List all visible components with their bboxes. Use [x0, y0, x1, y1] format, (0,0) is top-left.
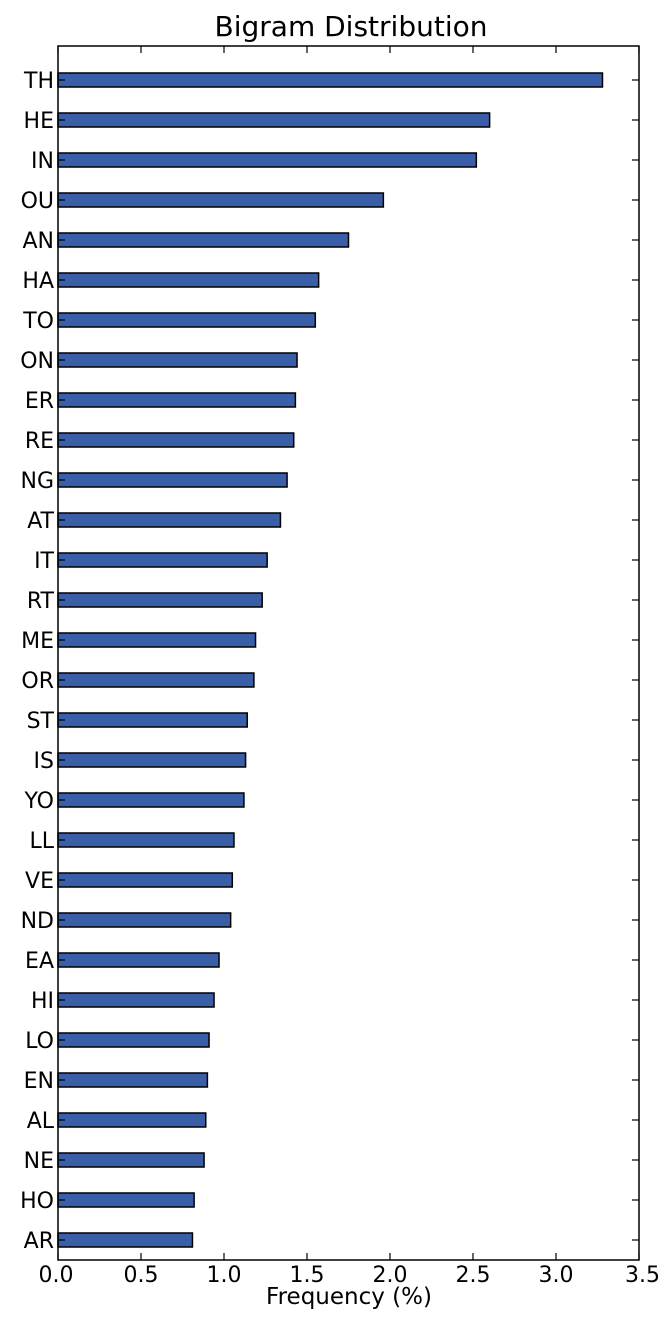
- y-tick-label: ST: [27, 709, 55, 734]
- x-tick-label: 0.5: [124, 1263, 159, 1288]
- y-tick-label: ND: [21, 909, 54, 934]
- bar-ng: [57, 472, 288, 488]
- y-tick-label: TO: [22, 309, 54, 334]
- plot-frame: [57, 45, 640, 1261]
- bar-or: [57, 672, 255, 688]
- bar-ho: [57, 1192, 195, 1208]
- y-tick-label: LL: [29, 829, 54, 854]
- y-tick-label: AR: [24, 1229, 54, 1254]
- bar-re: [57, 432, 295, 448]
- bar-he: [57, 112, 491, 128]
- y-tick-label: ER: [25, 389, 54, 414]
- bar-er: [57, 392, 297, 408]
- bar-yo: [57, 792, 245, 808]
- x-tick-label: 0.0: [39, 1263, 74, 1288]
- y-tick-label: NG: [20, 469, 54, 494]
- x-tick-label: 3.0: [539, 1263, 574, 1288]
- labels-layer: TH HE IN OU AN HA TO ON ER RE NG AT IT RT ME OR ST IS YO LL…: [20, 69, 660, 1288]
- y-tick-label: IN: [31, 149, 54, 174]
- y-tick-label: TH: [23, 69, 54, 94]
- bar-rt: [57, 592, 263, 608]
- bar-lo: [57, 1032, 210, 1048]
- y-tick-label: ON: [20, 349, 54, 374]
- x-tick-label: 2.5: [456, 1263, 491, 1288]
- bar-ea: [57, 952, 220, 968]
- bar-al: [57, 1112, 207, 1128]
- y-tick-label: AT: [27, 509, 54, 534]
- bar-ll: [57, 832, 235, 848]
- y-tick-label: IT: [34, 549, 54, 574]
- bar-ne: [57, 1152, 205, 1168]
- y-tick-label: HA: [22, 269, 54, 294]
- bar-en: [57, 1072, 209, 1088]
- bars-layer: [57, 72, 604, 1248]
- y-tick-label: AL: [27, 1109, 55, 1134]
- y-tick-label: EN: [24, 1069, 54, 1094]
- y-tick-label: YO: [23, 789, 54, 814]
- y-tick-label: RE: [25, 429, 54, 454]
- bar-on: [57, 352, 298, 368]
- y-tick-label: NE: [24, 1149, 54, 1174]
- bar-to: [57, 312, 317, 328]
- y-tick-label: OU: [21, 189, 54, 214]
- y-tick-label: HO: [20, 1189, 54, 1214]
- y-tick-label: LO: [25, 1029, 54, 1054]
- x-tick-label: 2.0: [373, 1263, 408, 1288]
- bar-it: [57, 552, 268, 568]
- y-tick-label: VE: [25, 869, 54, 894]
- y-tick-label: HI: [31, 989, 54, 1014]
- bar-at: [57, 512, 282, 528]
- bar-ar: [57, 1232, 194, 1248]
- y-tick-label: AN: [22, 229, 54, 254]
- bar-ve: [57, 872, 234, 888]
- bar-th: [57, 72, 604, 88]
- chart-title: Bigram Distribution: [215, 10, 488, 43]
- bar-hi: [57, 992, 215, 1008]
- bar-is: [57, 752, 247, 768]
- bar-nd: [57, 912, 232, 928]
- x-tick-label: 3.5: [625, 1263, 660, 1288]
- x-axis-label: Frequency (%): [266, 1284, 432, 1310]
- bar-st: [57, 712, 248, 728]
- x-tick-label: 1.0: [207, 1263, 242, 1288]
- y-tick-label: OR: [21, 669, 54, 694]
- bar-ou: [57, 192, 385, 208]
- bar-me: [57, 632, 257, 648]
- y-tick-label: RT: [27, 589, 55, 614]
- y-tick-label: ME: [21, 629, 54, 654]
- bar-ha: [57, 272, 320, 288]
- y-tick-label: EA: [25, 949, 54, 974]
- bar-an: [57, 232, 350, 248]
- y-tick-label: IS: [34, 749, 54, 774]
- y-tick-label: HE: [24, 109, 54, 134]
- bar-in: [57, 152, 478, 168]
- x-tick-label: 1.5: [290, 1263, 325, 1288]
